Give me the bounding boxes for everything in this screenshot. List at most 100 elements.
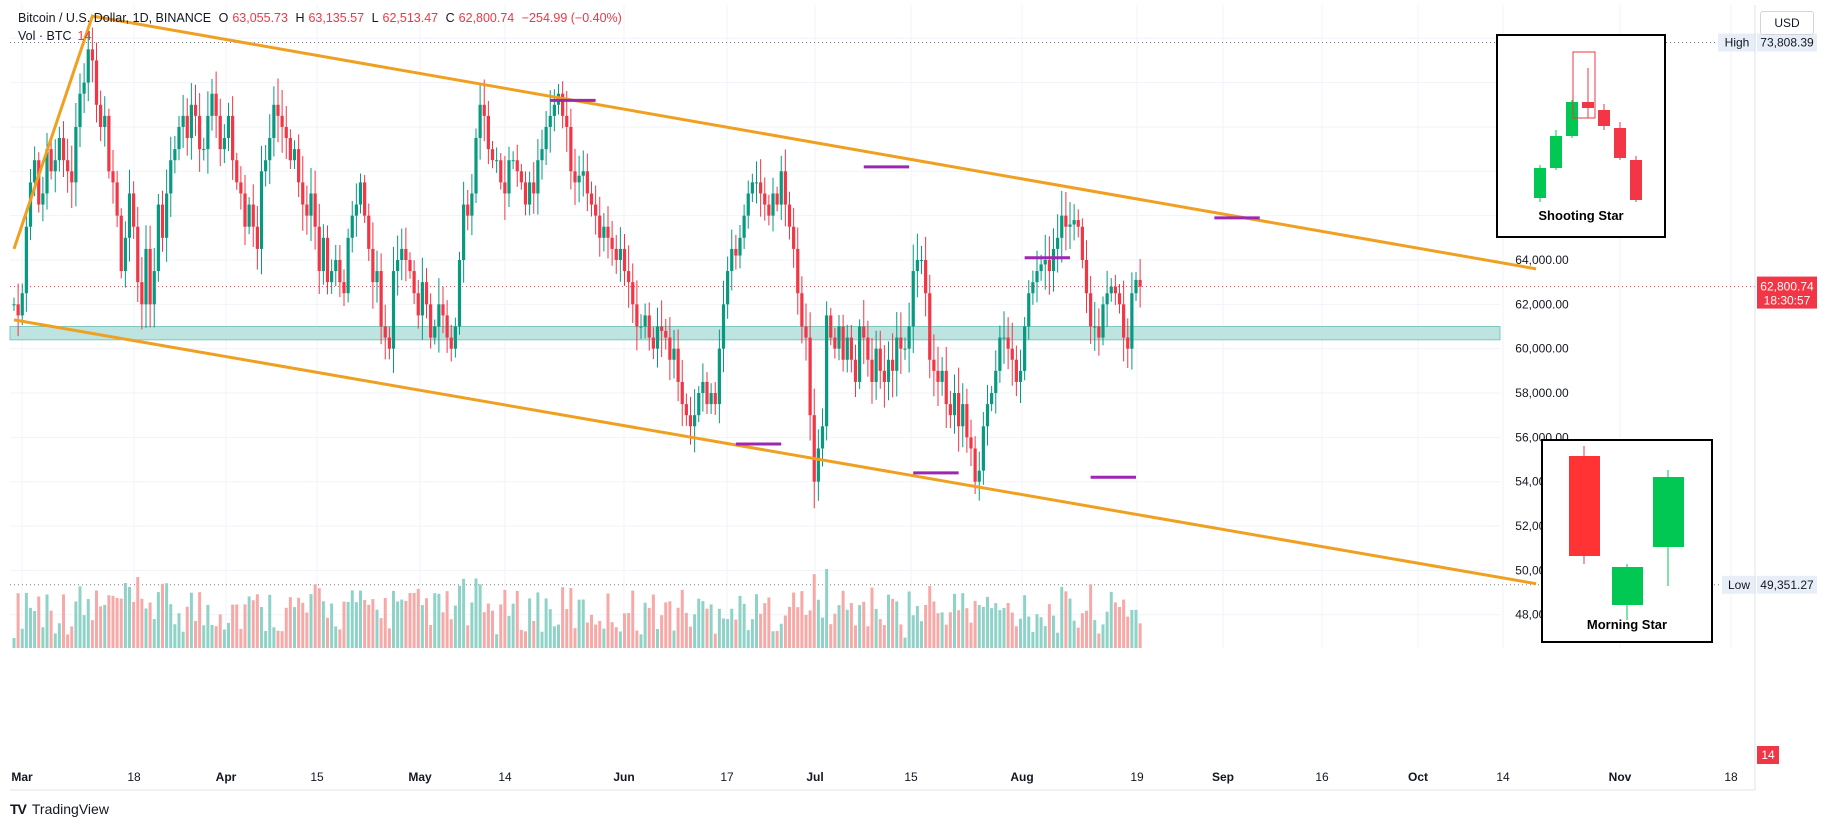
countdown-timer: 18:30:57 [1764, 294, 1811, 308]
candle-body [969, 437, 973, 449]
volume-bar [969, 622, 973, 648]
volume-bar [359, 590, 362, 648]
candle-body [561, 93, 565, 116]
tradingview-brand[interactable]: TV TradingView [10, 801, 109, 817]
volume-bar [664, 602, 668, 648]
candle-body [358, 182, 363, 205]
volume-bar [383, 597, 387, 648]
volume-bar [400, 599, 404, 648]
candle-body [276, 104, 280, 116]
volume-bar [1101, 624, 1105, 648]
volume-bar [767, 597, 771, 648]
candle-body [1064, 215, 1068, 227]
volume-bar [804, 615, 808, 648]
candle-body [160, 204, 165, 238]
candle-body [800, 293, 804, 327]
volume-bar [647, 607, 651, 648]
candle-body [218, 115, 222, 150]
volume-bar [594, 624, 598, 648]
volume-bar [334, 626, 338, 648]
x-tick-label: Sep [1212, 770, 1234, 784]
candle-body [383, 326, 387, 338]
candle-body [433, 326, 437, 338]
candle-body [1084, 259, 1089, 294]
candle-body [12, 304, 16, 306]
volume-bar [1002, 607, 1006, 648]
candle-body [742, 215, 746, 238]
volume-bar [181, 631, 185, 648]
volume-bar [260, 607, 263, 648]
volume-bar [206, 604, 210, 648]
volume-bar [519, 629, 523, 648]
candle-body [816, 448, 820, 482]
candle-body [474, 138, 478, 194]
candle-body [891, 359, 895, 371]
volume-bar [95, 590, 98, 648]
x-tick-label: 15 [904, 770, 918, 784]
volume-bar [899, 624, 903, 648]
volume-bar [53, 633, 57, 648]
volume-bar [288, 597, 292, 648]
volume-bar [90, 620, 94, 648]
symbol-title[interactable]: Bitcoin / U.S. Dollar, 1D, BINANCE [18, 11, 212, 25]
volume-bar [1118, 606, 1121, 648]
candle-body [965, 404, 969, 438]
candle-body [812, 415, 816, 482]
volume-bar [779, 623, 783, 648]
volume-bar [552, 626, 556, 648]
candle-body [107, 115, 111, 172]
volume-bar [730, 608, 734, 648]
volume-bar [338, 629, 342, 648]
candle-body [305, 204, 309, 216]
candle-body [1076, 220, 1080, 227]
volume-bar [1138, 623, 1142, 648]
candle-body [721, 304, 726, 349]
candle-body [334, 259, 338, 272]
volume-bar [495, 634, 499, 648]
volume-label[interactable]: Vol · BTC [18, 29, 72, 43]
x-tick-label: Oct [1408, 770, 1428, 784]
candle-body [226, 115, 231, 139]
volume-bar [45, 594, 49, 648]
volume-bar [697, 598, 701, 648]
volume-bar [214, 626, 218, 648]
candle-body [49, 149, 53, 172]
candle-body [16, 304, 20, 316]
volume-bar [891, 598, 895, 648]
current-price-value: 62,800.74 [1760, 280, 1814, 294]
shooting-star-inset [1496, 34, 1666, 238]
candle-body [792, 226, 796, 249]
candle-body [787, 204, 792, 227]
candle-body [796, 248, 800, 294]
y-tick-label: 64,000.00 [1515, 253, 1569, 267]
volume-bar [313, 584, 317, 648]
volume-bar [948, 612, 952, 648]
volume-bar [858, 605, 862, 648]
volume-bar [1105, 611, 1109, 648]
y-tick-label: 60,000.00 [1515, 342, 1569, 356]
currency-button[interactable]: USD [1760, 11, 1814, 35]
candle-body [783, 171, 787, 205]
candle-body [837, 326, 841, 349]
volume-bar [375, 609, 379, 648]
candle-body [820, 426, 825, 449]
volume-bar [420, 605, 424, 648]
candle-body [581, 171, 585, 176]
volume-bar [1019, 618, 1022, 648]
volume-bar [618, 631, 622, 648]
candle-body [994, 370, 998, 394]
volume-bar [482, 612, 486, 648]
candle-body [210, 93, 214, 116]
high-value-bg [1757, 33, 1817, 52]
candle-body [565, 115, 569, 127]
candle-body [660, 326, 664, 331]
volume-bar [165, 583, 169, 648]
volume-bar [218, 614, 222, 648]
x-tick-label: Aug [1010, 770, 1033, 784]
candle-body [387, 337, 391, 349]
volume-bar [874, 608, 878, 648]
candle-body [24, 226, 28, 294]
candle-body [676, 348, 680, 382]
